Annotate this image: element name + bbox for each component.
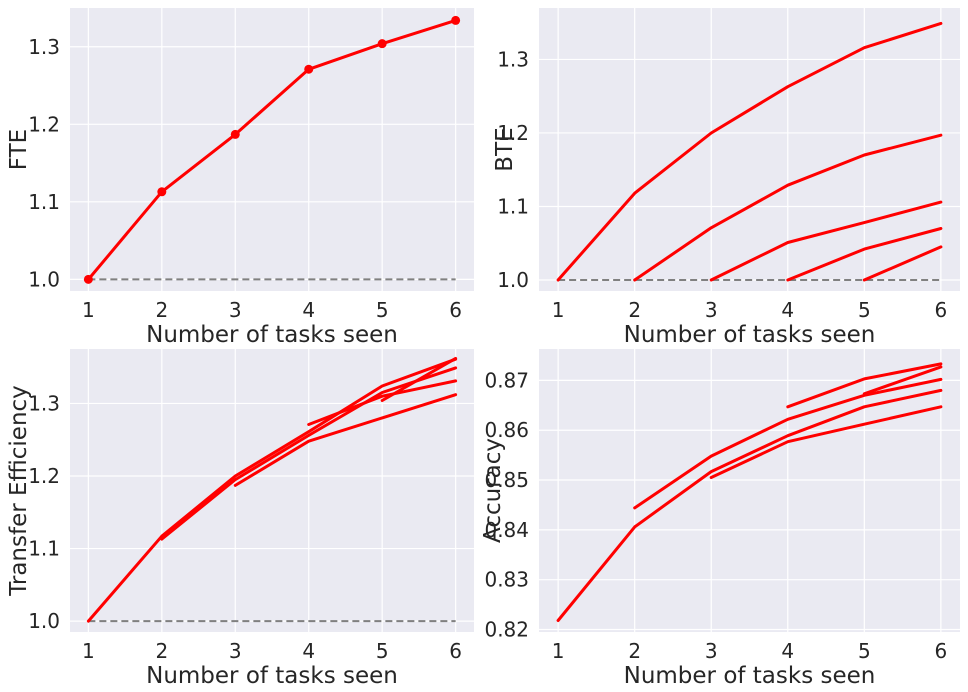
series-line-2 [633, 133, 943, 282]
series-line-4 [786, 227, 943, 282]
plot-area [70, 8, 474, 291]
series-line-1 [556, 388, 943, 622]
y-tick-label: 1.3 [28, 391, 60, 415]
y-tick-label: 0.84 [484, 518, 529, 542]
y-tick-label: 1.1 [28, 190, 60, 214]
x-tick-label: 6 [449, 639, 462, 663]
x-tick-label: 3 [705, 298, 718, 322]
x-axis-label: Number of tasks seen [146, 322, 398, 348]
y-tick-label: 0.87 [484, 368, 529, 392]
x-tick-label: 4 [302, 298, 315, 322]
y-tick-label: 0.86 [484, 418, 529, 442]
y-tick-label: 1.2 [28, 112, 60, 136]
x-tick-label: 1 [552, 639, 565, 663]
x-axis-label: Number of tasks seen [146, 663, 398, 689]
x-tick-label: 3 [229, 298, 242, 322]
series-line-1 [86, 357, 458, 623]
series-line-1 [556, 21, 943, 282]
data-point [157, 187, 167, 197]
y-tick-label: 1.2 [497, 121, 529, 145]
x-tick-label: 5 [858, 639, 871, 663]
y-axis-label: Accuracy [480, 438, 506, 543]
data-point [451, 15, 461, 25]
series-line-3 [709, 200, 943, 282]
data-point [230, 129, 240, 139]
x-tick-label: 5 [376, 298, 389, 322]
plot-area [539, 8, 960, 291]
x-tick-label: 1 [552, 298, 565, 322]
y-axis-label: Transfer Efficiency [6, 385, 32, 597]
data-point [83, 274, 93, 284]
subplot-4: 1 2 3 4 5 6 0.82 0.83 0.84 0.85 0.86 0.87 Number of … [480, 349, 960, 689]
plot-area [539, 349, 960, 632]
y-tick-label: 0.82 [484, 618, 529, 642]
y-tick-label: 1.0 [497, 268, 529, 292]
data-point [304, 64, 314, 74]
y-tick-label: 1.0 [28, 609, 60, 633]
series-line-2 [160, 366, 458, 541]
series-line-3 [709, 405, 943, 479]
x-tick-label: 1 [82, 298, 95, 322]
y-tick-label: 1.2 [28, 464, 60, 488]
x-tick-label: 3 [705, 639, 718, 663]
subplot-2: 1 2 3 4 5 6 1.0 1.1 1.2 1.3 Number of tasks seen BT… [492, 8, 960, 348]
series-line-5 [862, 245, 943, 282]
y-tick-label: 0.85 [484, 468, 529, 492]
y-axis-label: BTE [492, 127, 518, 171]
x-tick-label: 2 [155, 639, 168, 663]
y-tick-label: 1.1 [497, 194, 529, 218]
x-tick-label: 5 [376, 639, 389, 663]
y-tick-label: 1.3 [28, 35, 60, 59]
series-line-3 [233, 393, 458, 487]
x-tick-label: 4 [781, 639, 794, 663]
x-tick-label: 3 [229, 639, 242, 663]
x-tick-label: 1 [82, 639, 95, 663]
y-tick-label: 1.0 [28, 267, 60, 291]
plot-area [70, 349, 474, 632]
x-tick-label: 5 [858, 298, 871, 322]
y-tick-label: 1.3 [497, 47, 529, 71]
x-tick-label: 4 [781, 298, 794, 322]
y-tick-label: 0.83 [484, 568, 529, 592]
series-line-5 [862, 365, 943, 396]
x-tick-label: 4 [302, 639, 315, 663]
series-line-4 [307, 379, 458, 426]
x-tick-label: 6 [934, 639, 947, 663]
x-tick-label: 6 [934, 298, 947, 322]
x-tick-label: 6 [449, 298, 462, 322]
x-tick-label: 2 [155, 298, 168, 322]
series-line-1 [86, 18, 458, 281]
x-tick-label: 2 [628, 639, 641, 663]
subplot-3: 1 2 3 4 5 6 1.0 1.1 1.2 1.3 Number of tasks seen Tr… [6, 349, 474, 689]
y-tick-label: 1.1 [28, 537, 60, 561]
x-axis-label: Number of tasks seen [624, 322, 876, 348]
series-line-4 [786, 362, 943, 409]
series-line-2 [633, 377, 943, 510]
subplot-1: 1 2 3 4 5 6 1.0 1.1 1.2 1.3 Number of tasks seen FT… [6, 8, 474, 348]
data-point [377, 39, 387, 49]
x-tick-label: 2 [628, 298, 641, 322]
y-axis-label: FTE [6, 129, 32, 170]
x-axis-label: Number of tasks seen [624, 663, 876, 689]
series-line-5 [380, 356, 458, 402]
